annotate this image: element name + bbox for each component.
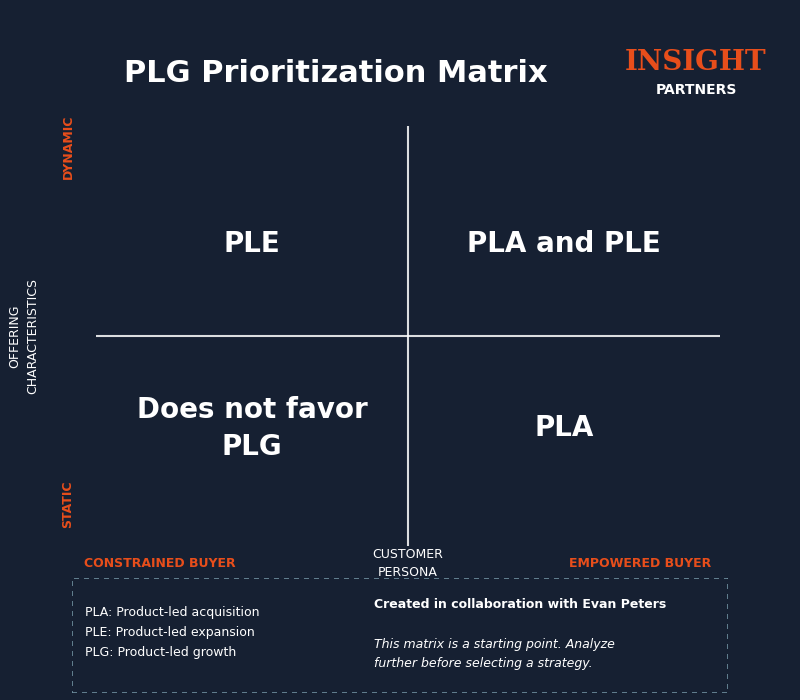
Text: OFFERING
CHARACTERISTICS: OFFERING CHARACTERISTICS xyxy=(9,278,39,394)
Text: CUSTOMER
PERSONA: CUSTOMER PERSONA xyxy=(373,548,443,579)
Text: PLG Prioritization Matrix: PLG Prioritization Matrix xyxy=(124,59,548,88)
Text: EMPOWERED BUYER: EMPOWERED BUYER xyxy=(569,557,711,570)
Text: PLA and PLE: PLA and PLE xyxy=(467,230,661,258)
Text: CONSTRAINED BUYER: CONSTRAINED BUYER xyxy=(84,557,236,570)
Text: PARTNERS: PARTNERS xyxy=(655,83,737,97)
Text: INSIGHT: INSIGHT xyxy=(625,50,767,76)
Text: PLA: PLA xyxy=(534,414,594,442)
Text: Created in collaboration with Evan Peters: Created in collaboration with Evan Peter… xyxy=(374,598,666,611)
Text: DYNAMIC: DYNAMIC xyxy=(62,115,74,179)
Text: PLA: Product-led acquisition
PLE: Product-led expansion
PLG: Product-led growth: PLA: Product-led acquisition PLE: Produc… xyxy=(85,606,260,659)
Text: This matrix is a starting point. Analyze
further before selecting a strategy.: This matrix is a starting point. Analyze… xyxy=(374,638,614,670)
Text: Does not favor
PLG: Does not favor PLG xyxy=(137,396,367,461)
Text: PLE: PLE xyxy=(224,230,280,258)
Text: STATIC: STATIC xyxy=(62,480,74,528)
